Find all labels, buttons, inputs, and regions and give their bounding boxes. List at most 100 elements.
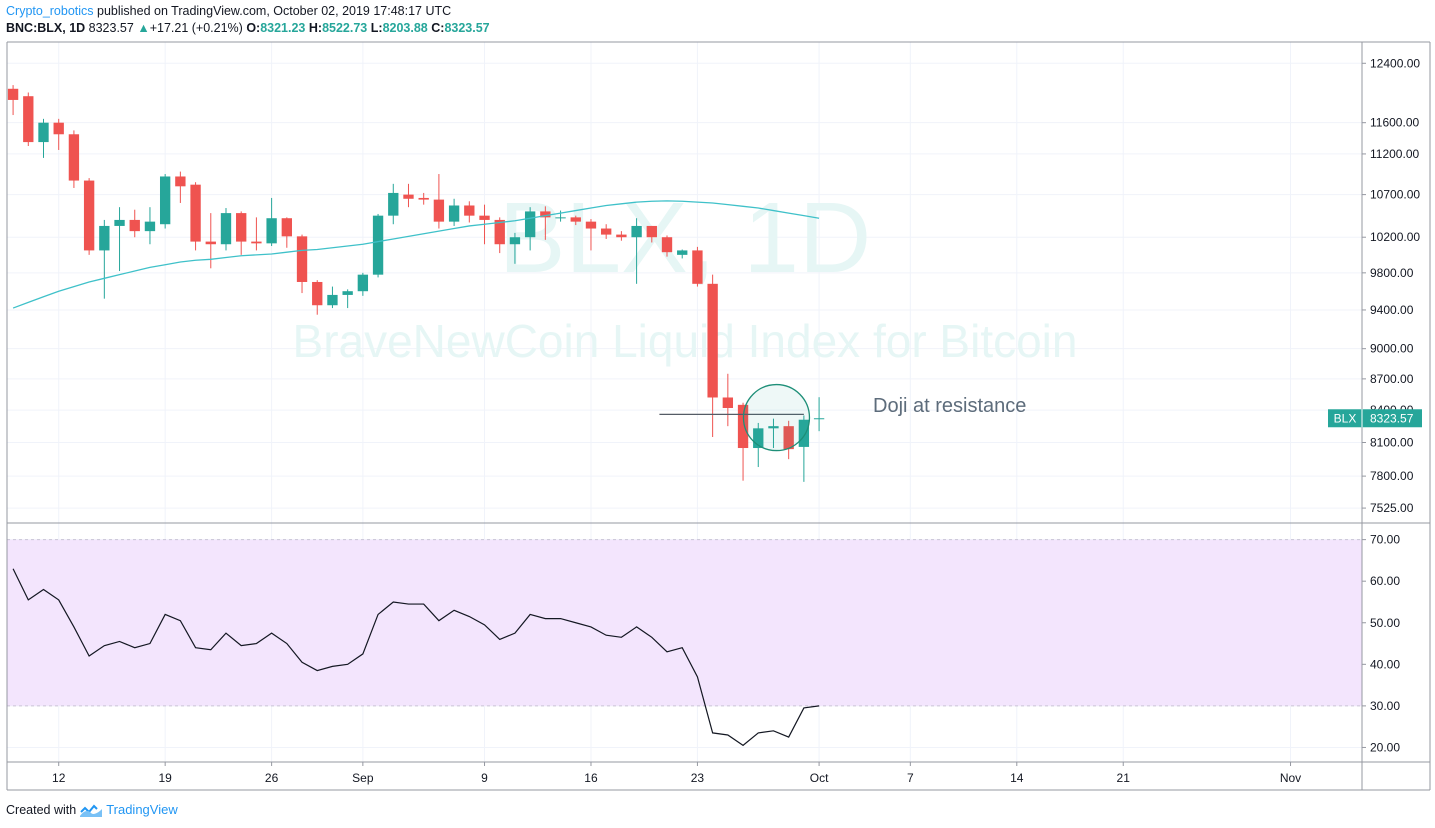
candle: [114, 207, 125, 272]
candle: [296, 234, 308, 294]
candle-body: [83, 180, 95, 251]
candle-body: [281, 218, 292, 237]
time-tick-label: 9: [481, 771, 488, 785]
candle-body: [540, 211, 551, 218]
candle: [266, 197, 277, 246]
price-tick-label: 8100.00: [1370, 436, 1414, 450]
rsi-tick-label: 20.00: [1370, 740, 1400, 754]
candle-body: [768, 426, 779, 429]
price-tick-label: 8700.00: [1370, 372, 1414, 386]
rsi-tick-label: 50.00: [1370, 616, 1400, 630]
rsi-tick-label: 30.00: [1370, 699, 1400, 713]
candle-body: [448, 205, 460, 222]
candle: [555, 210, 566, 222]
open-value: 8321.23: [260, 21, 306, 35]
candle-body: [555, 217, 566, 219]
price-tick-label: 10700.00: [1370, 188, 1420, 202]
candle: [144, 207, 156, 245]
candle: [99, 219, 110, 299]
candle: [616, 231, 627, 241]
chart-header: Crypto_robotics published on TradingView…: [6, 3, 490, 37]
time-tick-label: 21: [1117, 771, 1131, 785]
candle: [68, 130, 80, 188]
candle: [342, 289, 353, 309]
doji-highlight-circle[interactable]: [742, 383, 811, 452]
candle: [783, 420, 794, 460]
candle-body: [357, 274, 369, 292]
time-tick-label: Nov: [1280, 771, 1301, 785]
candle: [129, 209, 140, 238]
candle: [494, 217, 505, 254]
time-axis[interactable]: 12 19 26 Sep 9 16 23 Oct 7 14 21 Nov: [52, 762, 1301, 785]
candle: [570, 215, 581, 226]
candle-body: [524, 211, 536, 238]
candle-body: [190, 184, 201, 242]
price-axis[interactable]: 12400.00 11600.00 11200.00 10700.00 10200.00…: [1362, 56, 1420, 515]
candle: [327, 286, 338, 309]
candle-body: [479, 215, 490, 220]
candle-body: [403, 194, 414, 199]
candle-body: [68, 134, 80, 181]
candle-body: [236, 213, 247, 242]
price-change: +17.21 (+0.21%): [149, 21, 243, 35]
low-label: L:: [370, 21, 383, 35]
price-tag-box: [1328, 409, 1422, 428]
annotation-label[interactable]: Doji at resistance: [873, 395, 1026, 417]
time-tick-label: 26: [265, 771, 279, 785]
candle-body: [798, 419, 810, 447]
candle: [768, 418, 779, 449]
candle-body: [312, 281, 323, 306]
candle: [38, 118, 49, 158]
candle-body: [251, 241, 262, 244]
candle-body: [433, 199, 445, 222]
candle-body: [661, 237, 673, 253]
candle-body: [570, 217, 581, 222]
close-label: C:: [431, 21, 445, 35]
candle-body: [464, 205, 475, 216]
candle: [692, 246, 703, 287]
candle-body: [7, 88, 19, 100]
author-link[interactable]: Crypto_robotics: [6, 4, 94, 18]
candle: [601, 224, 612, 239]
candle-body: [38, 122, 49, 143]
tradingview-brand[interactable]: TradingView: [106, 802, 178, 817]
price-tick-label: 11600.00: [1370, 116, 1419, 130]
close-value: 8323.57: [444, 21, 490, 35]
candle: [372, 213, 384, 278]
created-with-text: Created with: [6, 802, 77, 817]
candle: [220, 208, 232, 251]
candle: [464, 201, 475, 223]
publish-info: Crypto_robotics published on TradingView…: [6, 3, 490, 20]
candle-body: [175, 176, 186, 187]
candles: [7, 85, 825, 482]
candle: [7, 85, 19, 116]
candle-body: [783, 426, 794, 450]
price-tag-value: 8323.57: [1370, 411, 1414, 425]
candle: [23, 92, 34, 147]
candle: [53, 118, 64, 150]
last-price: 8323.57: [88, 21, 134, 35]
candle: [190, 182, 201, 251]
time-tick-label: Sep: [352, 771, 374, 785]
candle-body: [631, 225, 642, 238]
candle: [524, 207, 536, 251]
time-tick-label: 12: [52, 771, 66, 785]
candle: [813, 397, 825, 432]
candle-body: [220, 213, 232, 245]
time-tick-label: 19: [158, 771, 172, 785]
candle-body: [327, 294, 338, 306]
candle-body: [99, 225, 110, 251]
candle: [540, 206, 551, 240]
candle: [159, 174, 171, 229]
rsi-axis[interactable]: 70.00 60.00 50.00 40.00 30.00 20.00: [1362, 533, 1400, 755]
candle: [677, 249, 688, 259]
candle-body: [692, 250, 703, 284]
price-tick-label: 7525.00: [1370, 501, 1414, 515]
candle: [357, 272, 369, 296]
candle-body: [144, 221, 156, 232]
rsi-tick-label: 60.00: [1370, 574, 1400, 588]
price-tick-label: 7800.00: [1370, 469, 1414, 483]
low-value: 8203.88: [382, 21, 428, 35]
candle: [433, 174, 445, 229]
